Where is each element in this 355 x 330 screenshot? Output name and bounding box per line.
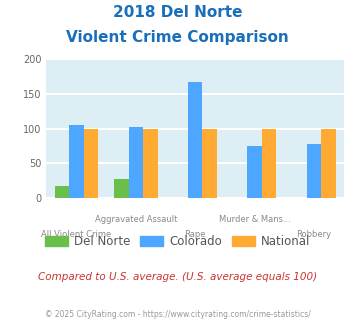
Bar (321, 129, 336, 198)
Bar (202, 129, 217, 198)
Text: Aggravated Assault: Aggravated Assault (95, 215, 177, 224)
Text: Violent Crime Comparison: Violent Crime Comparison (66, 30, 289, 45)
Bar (55, 185, 69, 198)
Bar (307, 144, 321, 198)
Bar (247, 146, 262, 198)
Legend: Del Norte, Colorado, National: Del Norte, Colorado, National (40, 230, 315, 253)
Text: 2018 Del Norte: 2018 Del Norte (113, 5, 242, 20)
Text: Robbery: Robbery (296, 230, 332, 239)
Text: All Violent Crime: All Violent Crime (42, 230, 112, 239)
Text: © 2025 CityRating.com - https://www.cityrating.com/crime-statistics/: © 2025 CityRating.com - https://www.city… (45, 310, 310, 319)
Text: Rape: Rape (185, 230, 206, 239)
Bar (84, 129, 98, 198)
Bar (114, 179, 129, 198)
Bar (129, 127, 143, 198)
Bar (188, 82, 202, 198)
Text: Compared to U.S. average. (U.S. average equals 100): Compared to U.S. average. (U.S. average … (38, 272, 317, 282)
Bar (143, 129, 158, 198)
Text: Murder & Mans...: Murder & Mans... (219, 215, 290, 224)
Bar (262, 129, 276, 198)
Bar (69, 125, 84, 198)
